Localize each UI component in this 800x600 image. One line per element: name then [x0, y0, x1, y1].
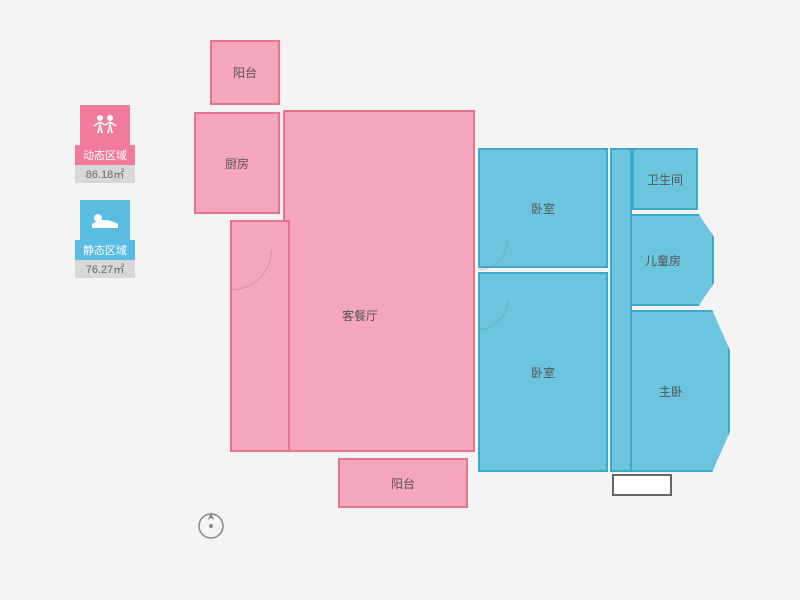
room-label-kitchen: 厨房	[225, 155, 249, 172]
legend-dynamic-title: 动态区域	[75, 145, 135, 165]
room-label-balcony-bot: 阳台	[391, 475, 415, 492]
room-bathroom-2: 卫生间	[632, 148, 698, 210]
people-icon	[80, 105, 130, 145]
room-static-strip	[610, 148, 632, 472]
sleep-icon	[80, 200, 130, 240]
balcony-notch	[612, 474, 672, 496]
compass-icon	[195, 510, 227, 542]
legend-static-title: 静态区域	[75, 240, 135, 260]
room-label-bathroom-2: 卫生间	[647, 171, 683, 188]
legend-dynamic-value: 86.18㎡	[75, 165, 135, 183]
legend-static-value: 76.27㎡	[75, 260, 135, 278]
room-living: 客餐厅	[283, 110, 475, 452]
room-label-child-room: 儿童房	[645, 252, 681, 269]
legend-dynamic: 动态区域 86.18㎡	[75, 105, 135, 183]
room-label-balcony-top: 阳台	[233, 64, 257, 81]
room-label-bedroom-1: 卧室	[531, 200, 555, 217]
room-label-bedroom-2: 卧室	[531, 364, 555, 381]
legend-static: 静态区域 76.27㎡	[75, 200, 135, 278]
room-balcony-bot: 阳台	[338, 458, 468, 508]
room-label-master: 主卧	[659, 383, 683, 400]
room-kitchen: 厨房	[194, 112, 280, 214]
room-balcony-top: 阳台	[210, 40, 280, 105]
room-label-living: 客餐厅	[342, 307, 378, 324]
